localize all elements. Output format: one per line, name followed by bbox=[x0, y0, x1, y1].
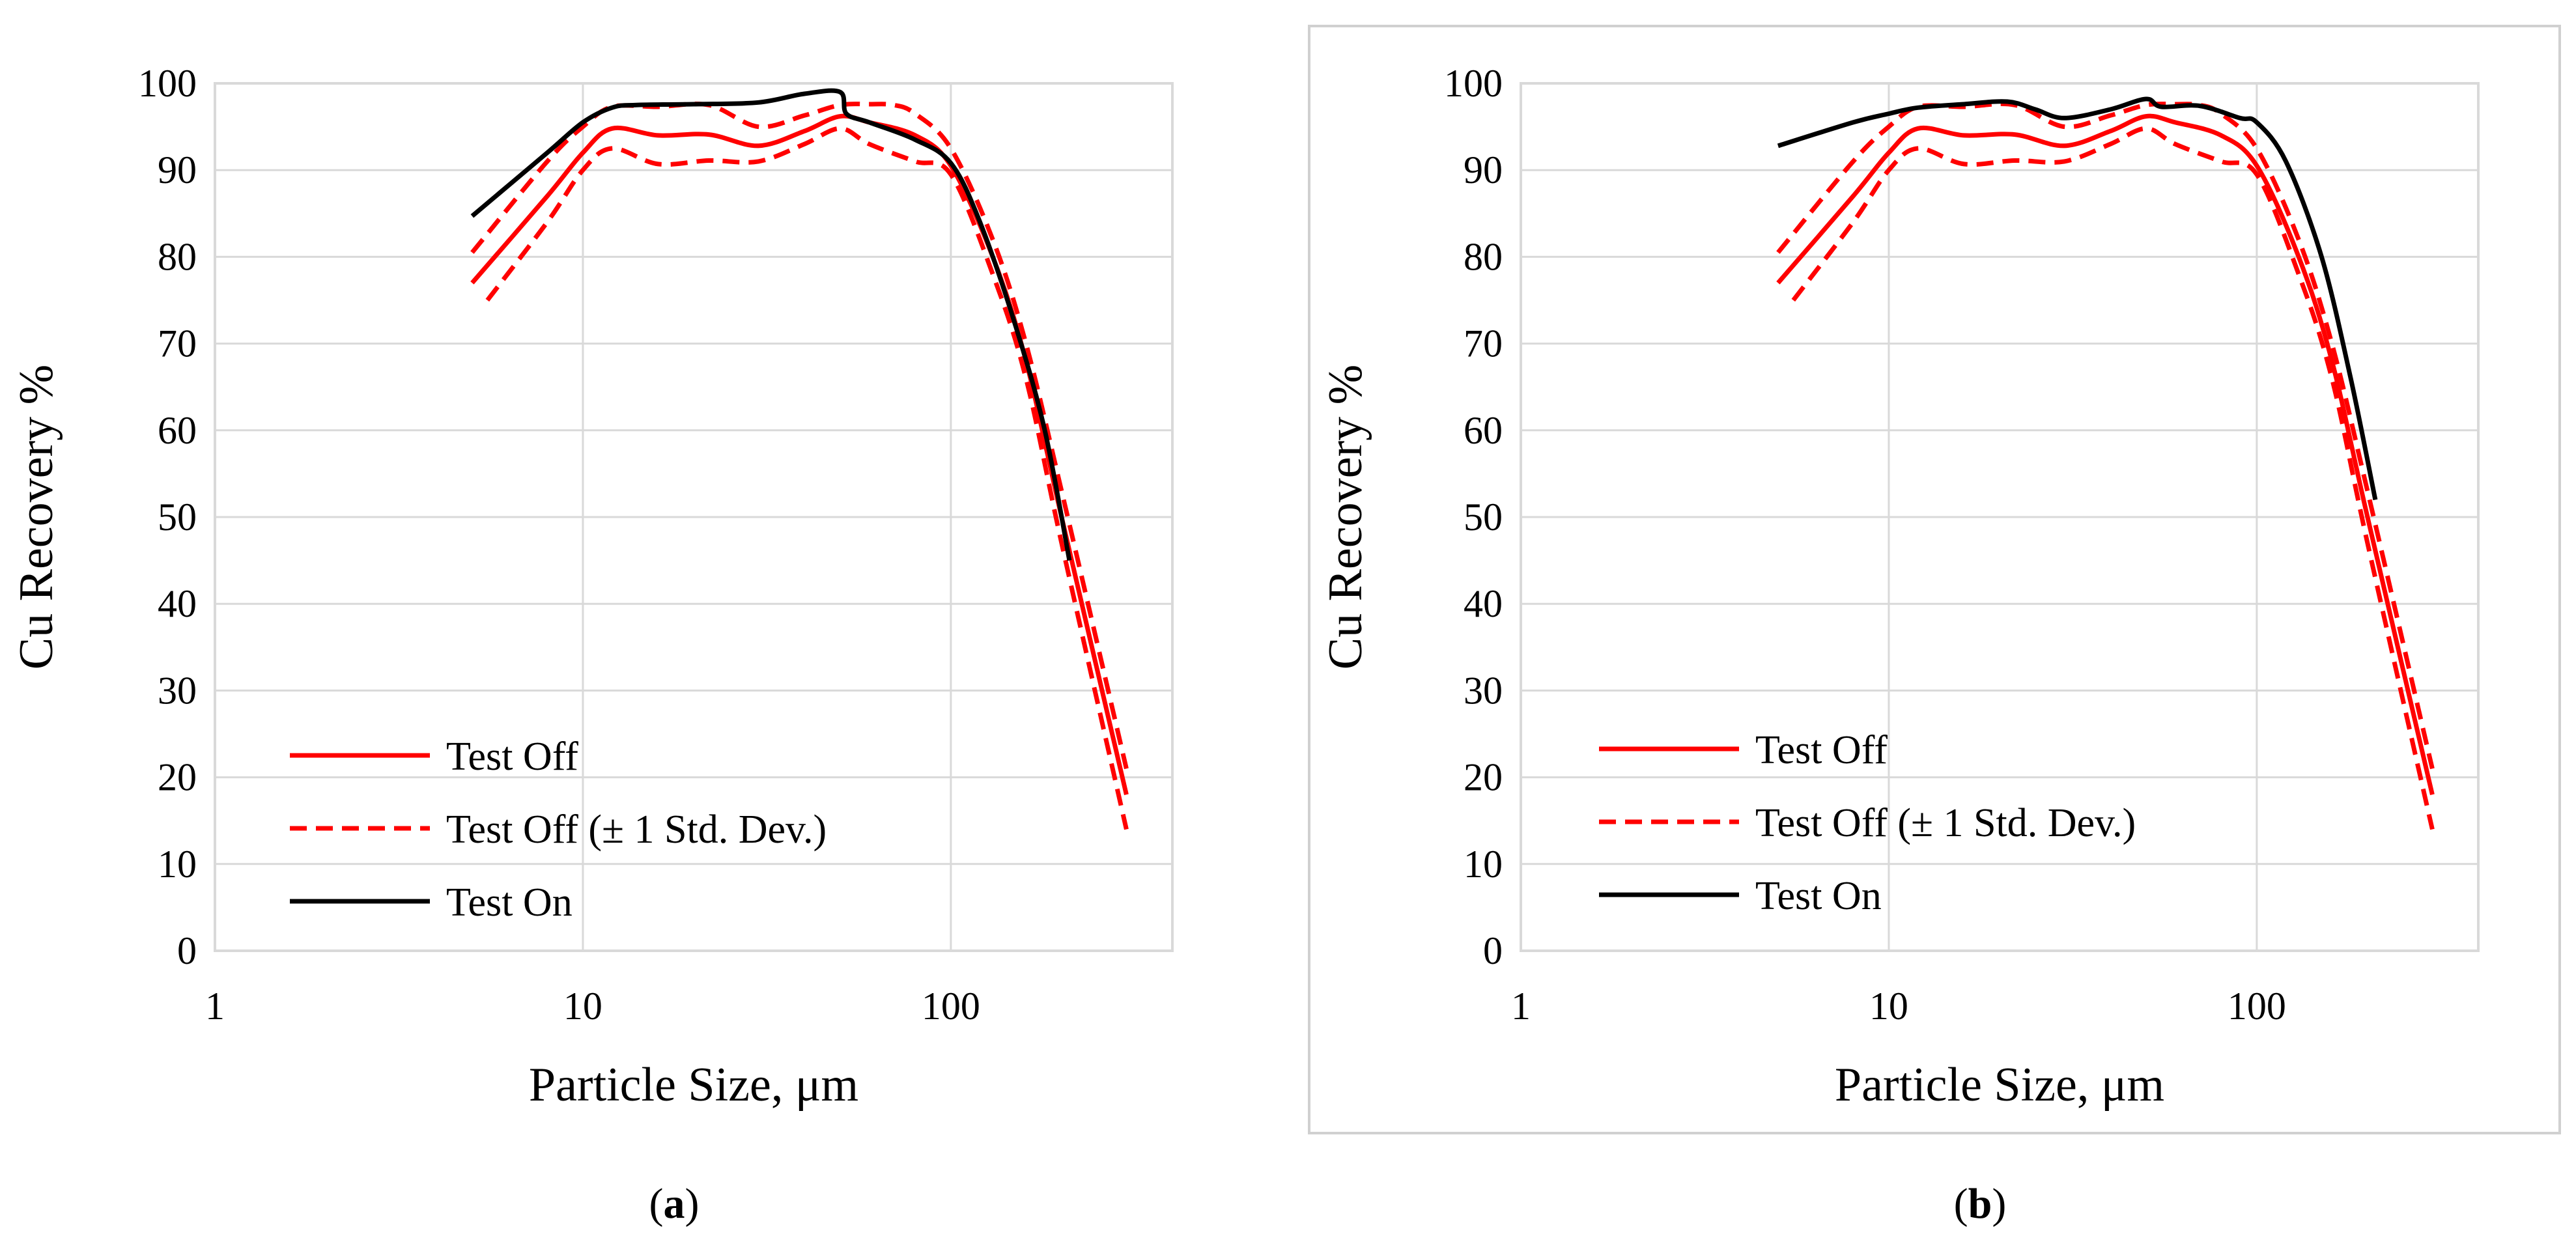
panel-a-legend-label-1: Test Off (± 1 Std. Dev.) bbox=[446, 808, 827, 852]
panel-b-y-tick-label: 20 bbox=[1464, 756, 1503, 799]
panel-b-y-tick-label: 100 bbox=[1444, 62, 1503, 105]
panel-b-y-tick-label: 40 bbox=[1464, 582, 1503, 625]
panel-a-y-tick-label: 0 bbox=[177, 929, 197, 972]
panel-b-y-axis-title: Cu Recovery % bbox=[1319, 365, 1372, 670]
panel-b-label-letter: b bbox=[1968, 1180, 1992, 1228]
panel-b-series-line-1 bbox=[1776, 102, 2435, 770]
panel-b-plot-area bbox=[1520, 82, 2480, 952]
panel-a-y-tick-label: 50 bbox=[158, 496, 197, 539]
panel-a-legend-label-2: Test On bbox=[446, 880, 573, 925]
panel-a-plot-area bbox=[214, 82, 1174, 952]
panel-a-y-tick-label: 100 bbox=[138, 62, 197, 105]
panel-a-y-tick-label: 90 bbox=[158, 148, 197, 191]
panel-b-series-line-0 bbox=[1776, 113, 2435, 795]
panel-a-series-line-2 bbox=[485, 126, 1129, 830]
panel-b-x-tick-label: 100 bbox=[2228, 985, 2286, 1028]
panel-a-y-tick-label: 60 bbox=[158, 409, 197, 452]
panel-b-label: (b) bbox=[1954, 1180, 2007, 1228]
panel-b-x-axis-title: Particle Size, μm bbox=[1835, 1058, 2164, 1112]
panel-b-legend-label-0: Test Off bbox=[1755, 728, 1888, 772]
panel-b-outer-frame bbox=[1308, 25, 2561, 1134]
panel-b-y-tick-label: 50 bbox=[1464, 496, 1503, 539]
panel-b-legend-label-1: Test Off (± 1 Std. Dev.) bbox=[1755, 801, 2136, 845]
panel-a-y-tick-label: 10 bbox=[158, 843, 197, 886]
panel-b-y-tick-label: 90 bbox=[1464, 148, 1503, 191]
panel-a-y-tick-label: 20 bbox=[158, 756, 197, 799]
panel-a-y-axis-title: Cu Recovery % bbox=[10, 365, 63, 670]
panel-b-y-tick-label: 60 bbox=[1464, 409, 1503, 452]
panel-b-series-line-2 bbox=[1791, 126, 2435, 830]
panel-b-y-tick-label: 30 bbox=[1464, 669, 1503, 712]
panel-a-series-line-3 bbox=[470, 88, 1072, 561]
panel-b-legend-label-2: Test On bbox=[1755, 874, 1882, 918]
panel-a-series-line-1 bbox=[470, 102, 1129, 770]
panel-b-y-tick-label: 10 bbox=[1464, 843, 1503, 886]
panel-a-x-tick-label: 100 bbox=[922, 985, 980, 1028]
panel-b-y-tick-label: 0 bbox=[1483, 929, 1503, 972]
panel-a-y-tick-label: 40 bbox=[158, 582, 197, 625]
panel-a-x-tick-label: 1 bbox=[205, 985, 225, 1028]
panel-a-series-line-0 bbox=[470, 113, 1129, 795]
panel-b-x-tick-label: 1 bbox=[1511, 985, 1531, 1028]
panel-b-y-tick-label: 80 bbox=[1464, 235, 1503, 278]
panel-a-label: (a) bbox=[649, 1180, 700, 1228]
panel-a-y-tick-label: 30 bbox=[158, 669, 197, 712]
panel-b-y-tick-label: 70 bbox=[1464, 322, 1503, 365]
panel-b-x-tick-label: 10 bbox=[1869, 985, 1908, 1028]
panel-a-x-axis-title: Particle Size, μm bbox=[529, 1058, 858, 1112]
panel-a-y-tick-label: 70 bbox=[158, 322, 197, 365]
panel-a-label-letter: a bbox=[664, 1180, 685, 1228]
panel-a-y-tick-label: 80 bbox=[158, 235, 197, 278]
panel-a-legend-label-0: Test Off bbox=[446, 735, 578, 779]
panel-a-x-tick-label: 10 bbox=[563, 985, 602, 1028]
panel-b-series-line-3 bbox=[1777, 96, 2378, 501]
